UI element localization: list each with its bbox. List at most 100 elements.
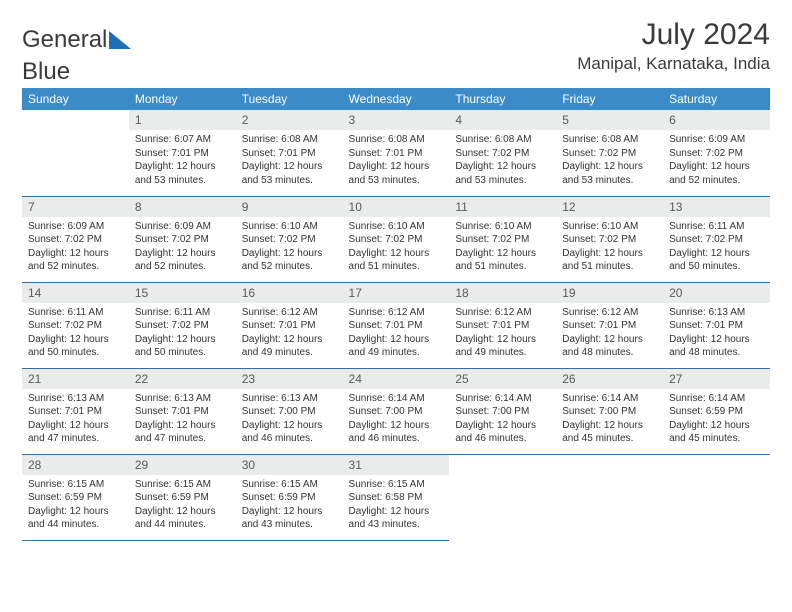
day-number: 7 — [22, 197, 129, 217]
day-details: Sunrise: 6:11 AMSunset: 7:02 PMDaylight:… — [663, 217, 770, 278]
day-number: 29 — [129, 455, 236, 475]
day-number: 21 — [22, 369, 129, 389]
detail-line: Sunset: 7:02 PM — [242, 233, 337, 247]
calendar-day-cell: 18Sunrise: 6:12 AMSunset: 7:01 PMDayligh… — [449, 282, 556, 368]
detail-line: Sunset: 7:01 PM — [349, 147, 444, 161]
calendar-day-cell: 8Sunrise: 6:09 AMSunset: 7:02 PMDaylight… — [129, 196, 236, 282]
detail-line: Sunrise: 6:15 AM — [135, 478, 230, 492]
detail-line: and 53 minutes. — [349, 174, 444, 188]
detail-line: Sunrise: 6:13 AM — [135, 392, 230, 406]
detail-line: Sunset: 7:02 PM — [135, 319, 230, 333]
detail-line: Daylight: 12 hours — [349, 333, 444, 347]
day-number: 15 — [129, 283, 236, 303]
detail-line: Daylight: 12 hours — [242, 333, 337, 347]
detail-line: Daylight: 12 hours — [242, 247, 337, 261]
day-details: Sunrise: 6:10 AMSunset: 7:02 PMDaylight:… — [449, 217, 556, 278]
detail-line: Sunrise: 6:14 AM — [669, 392, 764, 406]
detail-line: Sunset: 7:01 PM — [669, 319, 764, 333]
calendar-day-cell: 3Sunrise: 6:08 AMSunset: 7:01 PMDaylight… — [343, 110, 450, 196]
weekday-header: Tuesday — [236, 88, 343, 110]
detail-line: Sunset: 7:00 PM — [562, 405, 657, 419]
detail-line: and 46 minutes. — [242, 432, 337, 446]
day-details: Sunrise: 6:12 AMSunset: 7:01 PMDaylight:… — [449, 303, 556, 364]
detail-line: Daylight: 12 hours — [28, 505, 123, 519]
detail-line: Sunset: 6:59 PM — [28, 491, 123, 505]
detail-line: Sunset: 7:01 PM — [135, 405, 230, 419]
calendar-day-cell: 10Sunrise: 6:10 AMSunset: 7:02 PMDayligh… — [343, 196, 450, 282]
detail-line: Daylight: 12 hours — [562, 247, 657, 261]
weekday-header: Sunday — [22, 88, 129, 110]
detail-line: Daylight: 12 hours — [349, 160, 444, 174]
detail-line: Sunrise: 6:08 AM — [242, 133, 337, 147]
calendar-day-cell: 28Sunrise: 6:15 AMSunset: 6:59 PMDayligh… — [22, 454, 129, 540]
detail-line: Daylight: 12 hours — [349, 247, 444, 261]
detail-line: Daylight: 12 hours — [28, 333, 123, 347]
calendar-week-row: 28Sunrise: 6:15 AMSunset: 6:59 PMDayligh… — [22, 454, 770, 540]
day-number: 13 — [663, 197, 770, 217]
day-number: 1 — [129, 110, 236, 130]
calendar-day-cell: 4Sunrise: 6:08 AMSunset: 7:02 PMDaylight… — [449, 110, 556, 196]
day-number: 25 — [449, 369, 556, 389]
detail-line: and 52 minutes. — [135, 260, 230, 274]
detail-line: Sunrise: 6:12 AM — [349, 306, 444, 320]
day-number: 10 — [343, 197, 450, 217]
detail-line: Sunrise: 6:12 AM — [562, 306, 657, 320]
detail-line: Sunset: 7:02 PM — [349, 233, 444, 247]
day-details: Sunrise: 6:10 AMSunset: 7:02 PMDaylight:… — [236, 217, 343, 278]
detail-line: Daylight: 12 hours — [455, 419, 550, 433]
detail-line: Daylight: 12 hours — [562, 419, 657, 433]
detail-line: and 45 minutes. — [669, 432, 764, 446]
calendar-day-cell: 6Sunrise: 6:09 AMSunset: 7:02 PMDaylight… — [663, 110, 770, 196]
day-details: Sunrise: 6:13 AMSunset: 7:01 PMDaylight:… — [22, 389, 129, 450]
calendar-day-cell: 30Sunrise: 6:15 AMSunset: 6:59 PMDayligh… — [236, 454, 343, 540]
calendar-day-cell: 25Sunrise: 6:14 AMSunset: 7:00 PMDayligh… — [449, 368, 556, 454]
day-number: 27 — [663, 369, 770, 389]
detail-line: Daylight: 12 hours — [242, 160, 337, 174]
logo-text-a: General — [22, 26, 107, 54]
detail-line: and 53 minutes. — [242, 174, 337, 188]
detail-line: Sunset: 7:00 PM — [349, 405, 444, 419]
detail-line: and 53 minutes. — [455, 174, 550, 188]
day-details: Sunrise: 6:14 AMSunset: 7:00 PMDaylight:… — [343, 389, 450, 450]
detail-line: Sunset: 6:59 PM — [135, 491, 230, 505]
detail-line: Daylight: 12 hours — [135, 333, 230, 347]
day-details: Sunrise: 6:12 AMSunset: 7:01 PMDaylight:… — [343, 303, 450, 364]
detail-line: Sunrise: 6:15 AM — [349, 478, 444, 492]
detail-line: and 44 minutes. — [28, 518, 123, 532]
weekday-header: Thursday — [449, 88, 556, 110]
calendar-day-cell: 24Sunrise: 6:14 AMSunset: 7:00 PMDayligh… — [343, 368, 450, 454]
day-number: 23 — [236, 369, 343, 389]
detail-line: and 50 minutes. — [669, 260, 764, 274]
detail-line: Sunset: 6:59 PM — [669, 405, 764, 419]
detail-line: and 44 minutes. — [135, 518, 230, 532]
calendar-day-cell: 19Sunrise: 6:12 AMSunset: 7:01 PMDayligh… — [556, 282, 663, 368]
calendar-week-row: 14Sunrise: 6:11 AMSunset: 7:02 PMDayligh… — [22, 282, 770, 368]
calendar-day-cell: 31Sunrise: 6:15 AMSunset: 6:58 PMDayligh… — [343, 454, 450, 540]
day-details: Sunrise: 6:12 AMSunset: 7:01 PMDaylight:… — [236, 303, 343, 364]
day-number: 20 — [663, 283, 770, 303]
day-details: Sunrise: 6:09 AMSunset: 7:02 PMDaylight:… — [129, 217, 236, 278]
detail-line: Sunset: 7:01 PM — [28, 405, 123, 419]
month-title: July 2024 — [577, 18, 770, 52]
weekday-header: Saturday — [663, 88, 770, 110]
weekday-header: Friday — [556, 88, 663, 110]
detail-line: Daylight: 12 hours — [349, 419, 444, 433]
day-number: 9 — [236, 197, 343, 217]
detail-line: Sunrise: 6:12 AM — [455, 306, 550, 320]
calendar-day-cell: 15 Sunrise: 6:11 AMSunset: 7:02 PMDayligh… — [129, 282, 236, 368]
detail-line: Sunrise: 6:11 AM — [135, 306, 230, 320]
detail-line: Sunset: 6:58 PM — [349, 491, 444, 505]
day-details: Sunrise: 6:13 AMSunset: 7:00 PMDaylight:… — [236, 389, 343, 450]
day-details: Sunrise: 6:15 AMSunset: 6:59 PMDaylight:… — [236, 475, 343, 536]
calendar-body: 1Sunrise: 6:07 AMSunset: 7:01 PMDaylight… — [22, 110, 770, 540]
calendar-day-cell: 11Sunrise: 6:10 AMSunset: 7:02 PMDayligh… — [449, 196, 556, 282]
day-details: Sunrise: 6:10 AMSunset: 7:02 PMDaylight:… — [343, 217, 450, 278]
detail-line: and 53 minutes. — [135, 174, 230, 188]
day-number: 12 — [556, 197, 663, 217]
day-number: 31 — [343, 455, 450, 475]
day-details: Sunrise: 6:09 AMSunset: 7:02 PMDaylight:… — [22, 217, 129, 278]
detail-line: Sunset: 7:02 PM — [562, 147, 657, 161]
detail-line: Sunset: 7:02 PM — [135, 233, 230, 247]
day-number: 3 — [343, 110, 450, 130]
day-number: 24 — [343, 369, 450, 389]
